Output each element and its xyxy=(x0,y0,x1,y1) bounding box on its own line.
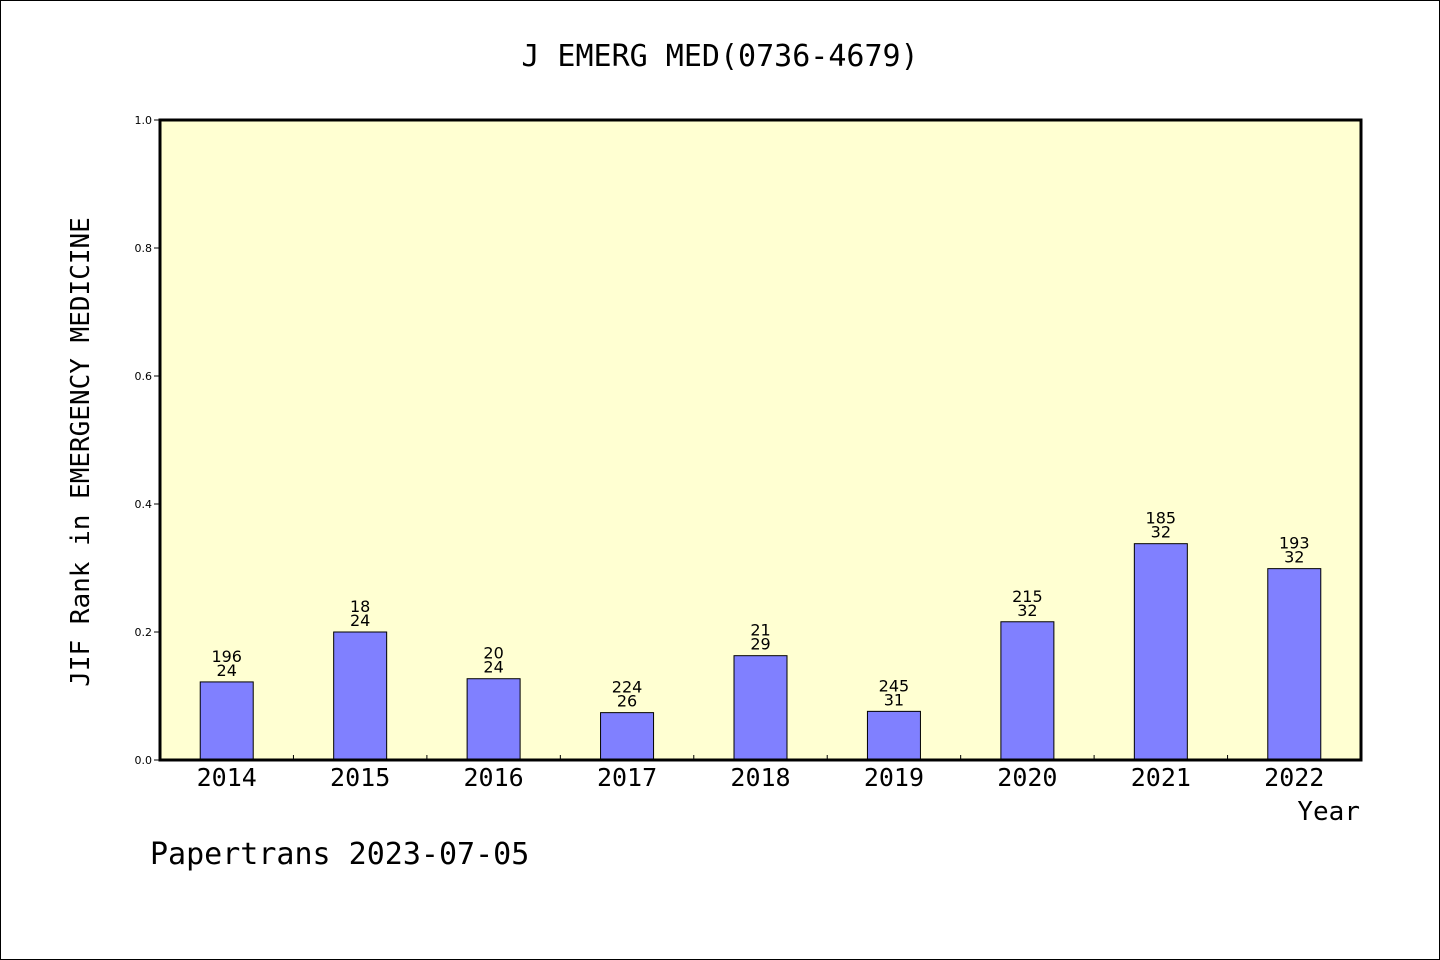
bar-2019 xyxy=(866,710,921,761)
bar-2021 xyxy=(1133,543,1188,761)
bar-label-bottom: 29 xyxy=(750,635,770,654)
bar-label-top: 193 xyxy=(1279,534,1310,553)
bar-label-bottom: 24 xyxy=(483,658,503,677)
y-tick-label: 1.0 xyxy=(135,114,153,127)
bar-label-top: 20 xyxy=(483,644,503,663)
x-tick-label: 2015 xyxy=(330,763,390,792)
y-tick-label: 0.6 xyxy=(135,370,153,383)
plot-border xyxy=(158,118,1363,762)
x-axis-label: Year xyxy=(1297,797,1360,827)
bar-2017 xyxy=(600,712,655,761)
x-tick-label: 2017 xyxy=(597,763,657,792)
bar-2022 xyxy=(1267,568,1322,761)
chart-title: J EMERG MED(0736-4679) xyxy=(521,39,918,74)
bar-label-bottom: 32 xyxy=(1151,523,1171,542)
x-tick-label: 2018 xyxy=(730,763,790,792)
bar-2014 xyxy=(199,681,254,761)
bar-label-top: 21 xyxy=(750,621,770,640)
x-tick-label: 2019 xyxy=(864,763,924,792)
x-tick-label: 2016 xyxy=(464,763,524,792)
y-axis-label: JIF Rank in EMERGENCY MEDICINE xyxy=(66,217,96,687)
x-tick-label: 2014 xyxy=(197,763,257,792)
footer-text: Papertrans 2023-07-05 xyxy=(150,837,529,872)
bar-label-bottom: 32 xyxy=(1017,601,1037,620)
bar-label-bottom: 31 xyxy=(884,690,904,709)
bar-label-top: 245 xyxy=(879,676,910,695)
bar-2016 xyxy=(466,678,521,761)
bar-2018 xyxy=(733,655,788,761)
x-tick-label: 2021 xyxy=(1131,763,1191,792)
bar-label-top: 215 xyxy=(1012,587,1043,606)
bar-label-top: 185 xyxy=(1146,509,1177,528)
y-tick-label: 0.8 xyxy=(135,242,153,255)
y-tick-label: 0.0 xyxy=(135,754,153,767)
bar-label-top: 18 xyxy=(350,597,370,616)
bar-2020 xyxy=(1000,621,1055,761)
bar-label-bottom: 32 xyxy=(1284,548,1304,567)
y-tick-label: 0.2 xyxy=(135,626,153,639)
bar-label-bottom: 24 xyxy=(217,661,237,680)
x-tick-label: 2022 xyxy=(1264,763,1324,792)
bar-label-bottom: 24 xyxy=(350,611,370,630)
bar-label-top: 196 xyxy=(211,647,242,666)
bar-label-top: 224 xyxy=(612,678,643,697)
x-tick-label: 2020 xyxy=(997,763,1057,792)
bar-label-bottom: 26 xyxy=(617,692,637,711)
bar-2015 xyxy=(333,631,388,761)
y-tick-label: 0.4 xyxy=(135,498,153,511)
